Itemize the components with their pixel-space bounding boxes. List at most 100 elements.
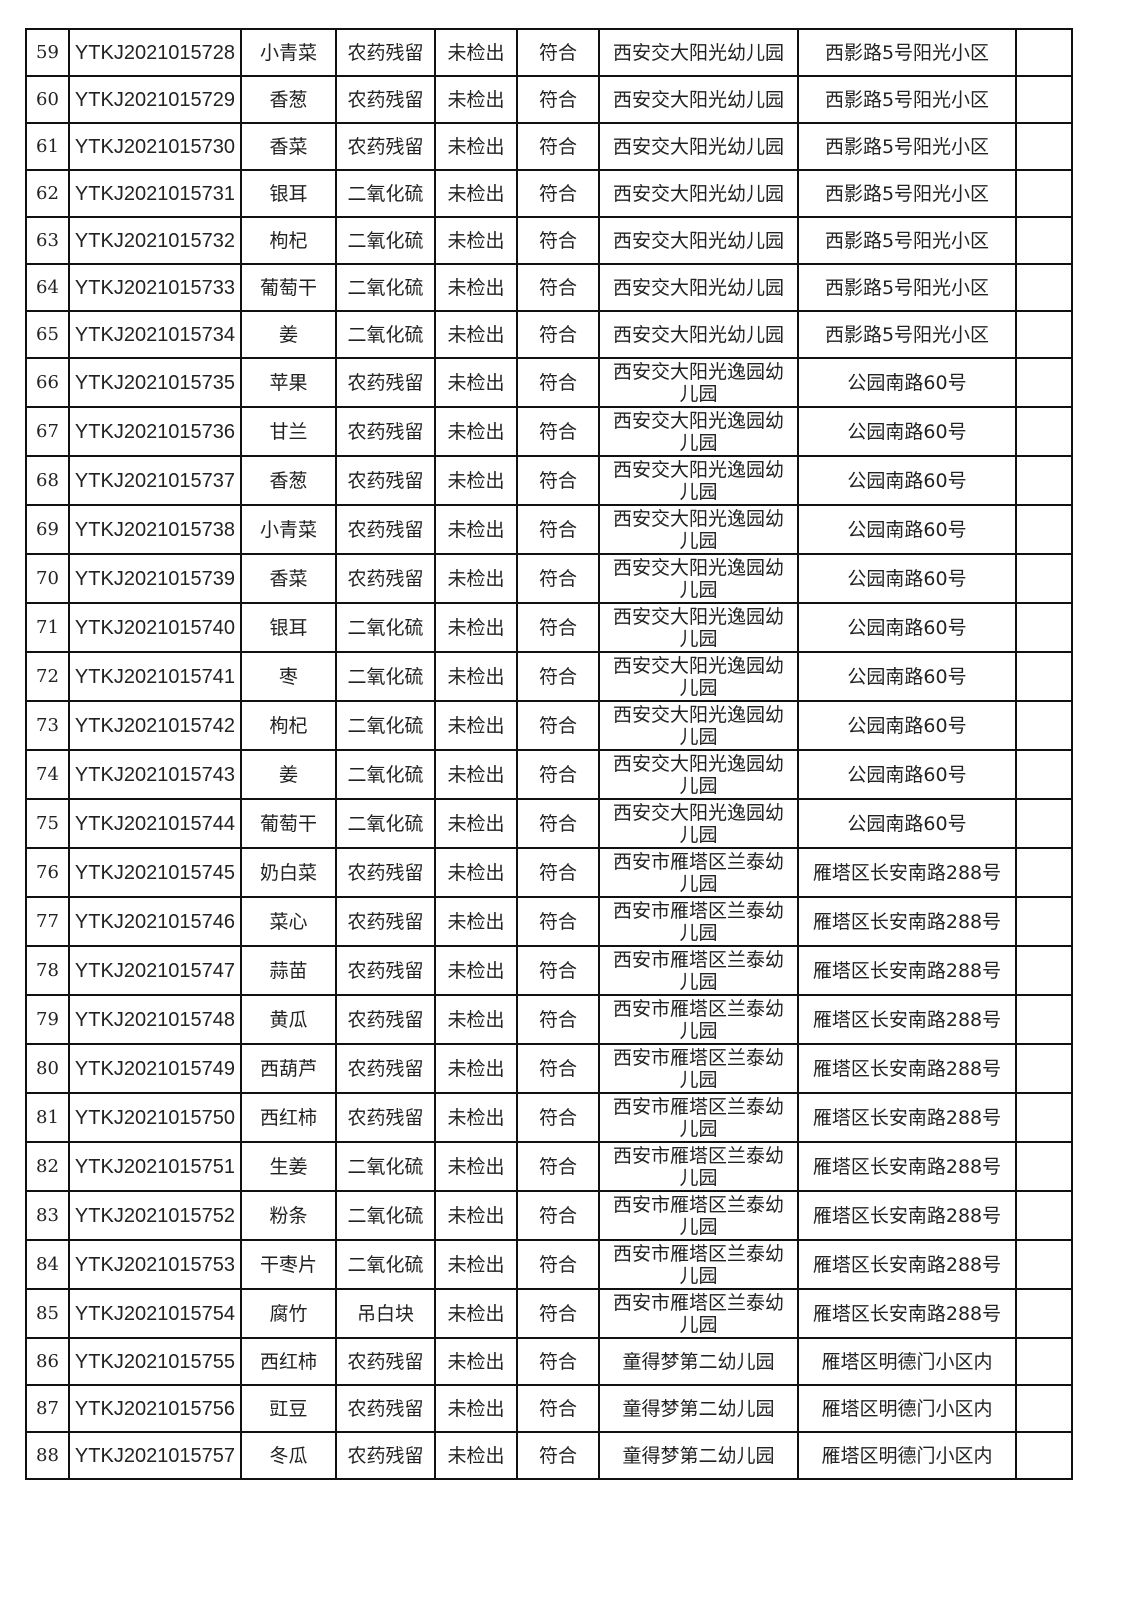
sample-code-cell: YTKJ2021015743 <box>68 749 242 800</box>
sample-code-cell: YTKJ2021015730 <box>68 122 242 171</box>
test-item-cell: 农药残留 <box>335 455 436 506</box>
test-result-cell: 未检出 <box>434 28 518 77</box>
test-result-cell: 未检出 <box>434 1384 518 1433</box>
remarks-cell <box>1015 357 1073 408</box>
table-row: 66 YTKJ2021015735 苹果 农药残留 未检出 符合 西安交大阳光逸园幼儿园 公园… <box>25 357 1073 408</box>
address-cell: 西影路5号阳光小区 <box>797 263 1017 312</box>
test-item-cell: 二氧化硫 <box>335 602 436 653</box>
institution-name-cell: 西安交大阳光逸园幼儿园 <box>598 406 799 457</box>
remarks-cell <box>1015 1043 1073 1094</box>
sample-code-cell: YTKJ2021015739 <box>68 553 242 604</box>
test-item-cell: 农药残留 <box>335 1384 436 1433</box>
address-cell: 公园南路60号 <box>797 700 1017 751</box>
table-row: 61 YTKJ2021015730 香菜 农药残留 未检出 符合 西安交大阳光幼儿园 西影路5… <box>25 122 1073 171</box>
row-number-cell: 79 <box>25 994 70 1045</box>
sample-name-cell: 银耳 <box>240 169 337 218</box>
sample-code-cell: YTKJ2021015752 <box>68 1190 242 1241</box>
institution-name-cell: 西安交大阳光幼儿园 <box>598 216 799 265</box>
test-result-cell: 未检出 <box>434 798 518 849</box>
conclusion-cell: 符合 <box>516 28 600 77</box>
test-item-cell: 农药残留 <box>335 406 436 457</box>
sample-name-cell: 葡萄干 <box>240 798 337 849</box>
conclusion-cell: 符合 <box>516 455 600 506</box>
test-result-cell: 未检出 <box>434 504 518 555</box>
remarks-cell <box>1015 1092 1073 1143</box>
conclusion-cell: 符合 <box>516 75 600 124</box>
table-row: 79 YTKJ2021015748 黄瓜 农药残留 未检出 符合 西安市雁塔区兰泰幼儿园 雁塔… <box>25 994 1073 1045</box>
address-cell: 公园南路60号 <box>797 553 1017 604</box>
table-body: 59 YTKJ2021015728 小青菜 农药残留 未检出 符合 西安交大阳光幼儿园 西影路… <box>25 28 1073 1480</box>
row-number-cell: 66 <box>25 357 70 408</box>
remarks-cell <box>1015 310 1073 359</box>
row-number-cell: 75 <box>25 798 70 849</box>
sample-name-cell: 姜 <box>240 749 337 800</box>
institution-name-cell: 童得梦第二幼儿园 <box>598 1384 799 1433</box>
table-row: 82 YTKJ2021015751 生姜 二氧化硫 未检出 符合 西安市雁塔区兰泰幼儿园 雁塔… <box>25 1141 1073 1192</box>
institution-name-cell: 西安市雁塔区兰泰幼儿园 <box>598 1190 799 1241</box>
row-number-cell: 69 <box>25 504 70 555</box>
sample-code-cell: YTKJ2021015733 <box>68 263 242 312</box>
address-cell: 雁塔区长安南路288号 <box>797 945 1017 996</box>
test-result-cell: 未检出 <box>434 406 518 457</box>
institution-name-cell: 西安市雁塔区兰泰幼儿园 <box>598 847 799 898</box>
row-number-cell: 86 <box>25 1337 70 1386</box>
test-result-cell: 未检出 <box>434 1141 518 1192</box>
sample-code-cell: YTKJ2021015745 <box>68 847 242 898</box>
address-cell: 公园南路60号 <box>797 798 1017 849</box>
sample-code-cell: YTKJ2021015751 <box>68 1141 242 1192</box>
institution-name-cell: 西安交大阳光幼儿园 <box>598 169 799 218</box>
address-cell: 雁塔区长安南路288号 <box>797 1141 1017 1192</box>
address-cell: 公园南路60号 <box>797 749 1017 800</box>
institution-name-cell: 西安市雁塔区兰泰幼儿园 <box>598 1141 799 1192</box>
table-row: 62 YTKJ2021015731 银耳 二氧化硫 未检出 符合 西安交大阳光幼儿园 西影路5… <box>25 169 1073 218</box>
sample-name-cell: 银耳 <box>240 602 337 653</box>
conclusion-cell: 符合 <box>516 216 600 265</box>
address-cell: 公园南路60号 <box>797 504 1017 555</box>
table-row: 65 YTKJ2021015734 姜二氧化硫 未检出 符合 西安交大阳光幼儿园 西影路5号… <box>25 310 1073 359</box>
remarks-cell <box>1015 122 1073 171</box>
conclusion-cell: 符合 <box>516 357 600 408</box>
row-number-cell: 71 <box>25 602 70 653</box>
test-item-cell: 二氧化硫 <box>335 263 436 312</box>
table-row: 88 YTKJ2021015757 冬瓜 农药残留 未检出 符合 童得梦第二幼儿园 雁塔区明德… <box>25 1431 1073 1480</box>
test-result-cell: 未检出 <box>434 1337 518 1386</box>
inspection-results-table: 59 YTKJ2021015728 小青菜 农药残留 未检出 符合 西安交大阳光幼儿园 西影路… <box>25 28 1073 1480</box>
row-number-cell: 67 <box>25 406 70 457</box>
test-result-cell: 未检出 <box>434 1092 518 1143</box>
sample-code-cell: YTKJ2021015742 <box>68 700 242 751</box>
row-number-cell: 85 <box>25 1288 70 1339</box>
table-row: 73 YTKJ2021015742 枸杞 二氧化硫 未检出 符合 西安交大阳光逸园幼儿园 公园… <box>25 700 1073 751</box>
conclusion-cell: 符合 <box>516 1092 600 1143</box>
test-item-cell: 二氧化硫 <box>335 798 436 849</box>
institution-name-cell: 西安交大阳光逸园幼儿园 <box>598 700 799 751</box>
remarks-cell <box>1015 406 1073 457</box>
test-result-cell: 未检出 <box>434 1431 518 1480</box>
row-number-cell: 77 <box>25 896 70 947</box>
conclusion-cell: 符合 <box>516 1288 600 1339</box>
institution-name-cell: 西安市雁塔区兰泰幼儿园 <box>598 896 799 947</box>
test-result-cell: 未检出 <box>434 263 518 312</box>
remarks-cell <box>1015 749 1073 800</box>
remarks-cell <box>1015 896 1073 947</box>
sample-code-cell: YTKJ2021015749 <box>68 1043 242 1094</box>
sample-name-cell: 香葱 <box>240 75 337 124</box>
row-number-cell: 88 <box>25 1431 70 1480</box>
sample-name-cell: 菜心 <box>240 896 337 947</box>
conclusion-cell: 符合 <box>516 122 600 171</box>
conclusion-cell: 符合 <box>516 749 600 800</box>
conclusion-cell: 符合 <box>516 504 600 555</box>
conclusion-cell: 符合 <box>516 602 600 653</box>
remarks-cell <box>1015 1141 1073 1192</box>
test-result-cell: 未检出 <box>434 602 518 653</box>
table-row: 75 YTKJ2021015744 葡萄干 二氧化硫 未检出 符合 西安交大阳光逸园幼儿园公… <box>25 798 1073 849</box>
table-row: 77 YTKJ2021015746 菜心 农药残留 未检出 符合 西安市雁塔区兰泰幼儿园 雁塔… <box>25 896 1073 947</box>
conclusion-cell: 符合 <box>516 896 600 947</box>
test-item-cell: 农药残留 <box>335 945 436 996</box>
row-number-cell: 61 <box>25 122 70 171</box>
test-result-cell: 未检出 <box>434 75 518 124</box>
institution-name-cell: 童得梦第二幼儿园 <box>598 1431 799 1480</box>
institution-name-cell: 西安交大阳光逸园幼儿园 <box>598 553 799 604</box>
test-item-cell: 吊白块 <box>335 1288 436 1339</box>
sample-name-cell: 奶白菜 <box>240 847 337 898</box>
institution-name-cell: 西安市雁塔区兰泰幼儿园 <box>598 1043 799 1094</box>
